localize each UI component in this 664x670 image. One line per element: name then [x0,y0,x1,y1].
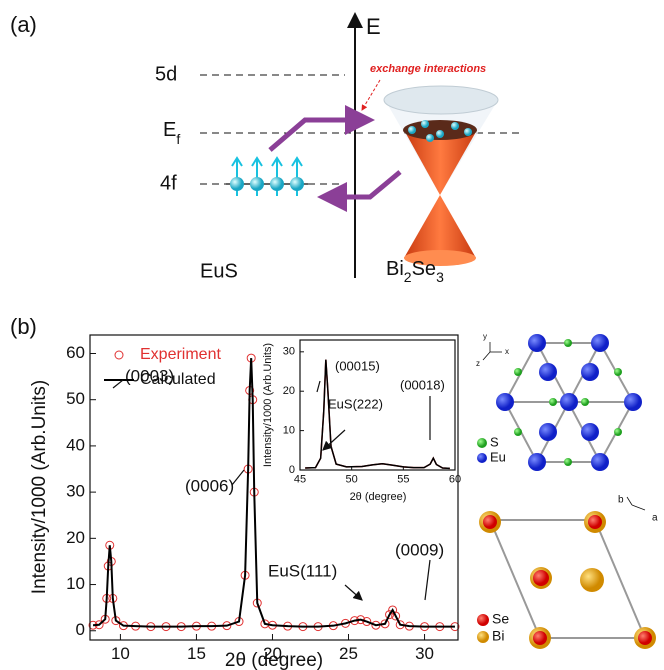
y-axis-label: Intensity/1000 (Arb.Units) [29,380,50,594]
legend-label: Se [492,611,509,627]
x-axis-label: 2θ (degree) [225,650,323,670]
x-axis-label: 2θ (degree) [350,491,407,503]
crystal-bottom: b a Se Bi [477,495,658,649]
annotation: EuS(222) [328,396,383,411]
y-tick-label: 10 [66,574,85,593]
annotation: (00018) [400,377,445,392]
dirac-cone [384,86,498,266]
x-tick-label: 60 [449,473,461,485]
axis-label: b [618,495,624,506]
y-tick-label: 40 [66,435,85,454]
panel-label: (b) [10,314,37,339]
legend-swatch [477,453,487,463]
annotation: (00015) [335,358,380,373]
x-tick-label: 30 [415,644,434,663]
x-tick-label: 15 [187,644,206,663]
y-axis-label: Intensity/1000 (Arb.Units) [262,343,274,467]
y-tick-label: 30 [283,346,295,358]
material-label: EuS [200,260,238,282]
annotation: (0006) [185,476,234,495]
energy-label: E [366,14,381,39]
legend-label: Bi [492,628,504,644]
panel-a: (a) E 5d Ef 4f exchange interactions [10,12,520,285]
arrow [362,80,380,110]
y-tick-label: 10 [283,425,295,437]
y-tick-label: 0 [76,620,85,639]
annotation: (0009) [395,540,444,559]
x-tick-label: 55 [397,473,409,485]
x-tick-label: 45 [294,473,306,485]
panel-label: (a) [10,12,37,37]
annotation: EuS(111) [268,561,337,580]
annotation: exchange interactions [370,63,486,75]
level-label: 5d [155,63,177,85]
level-label: 4f [160,172,177,194]
material-label: Bi2Se3 [386,258,444,284]
figure: (a) E 5d Ef 4f exchange interactions [0,0,664,670]
x-tick-label: 25 [339,644,358,663]
legend-swatch [477,631,489,643]
legend-swatch [477,614,489,626]
y-tick-label: 20 [283,385,295,397]
x-tick-label: 50 [346,473,358,485]
y-tick-label: 20 [66,528,85,547]
legend-label: S [490,434,499,449]
legend-swatch [477,438,487,448]
y-tick-label: 30 [66,482,85,501]
axis-label: y [483,332,487,341]
axis-label: a [652,513,658,524]
y-tick-label: 50 [66,389,85,408]
axis-label: z [476,359,480,368]
legend-label: Calculated [140,371,216,388]
spins [226,158,308,196]
legend-label: Experiment [140,346,221,363]
legend-label: Eu [490,449,506,464]
x-tick-label: 10 [111,644,130,663]
y-tick-label: 60 [66,343,85,362]
crystal-top: y x z S Eu [476,332,642,471]
level-label: Ef [163,119,180,146]
axis-label: x [505,347,509,356]
